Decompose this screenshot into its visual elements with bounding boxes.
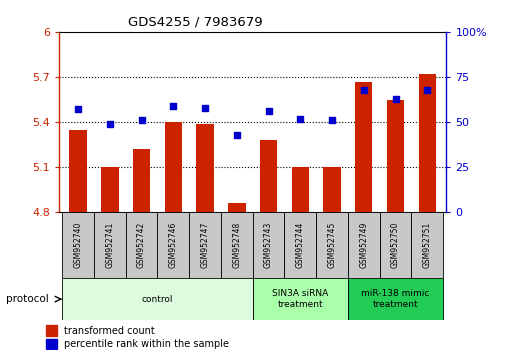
Bar xyxy=(419,74,436,212)
Point xyxy=(169,103,177,109)
Bar xyxy=(291,167,309,212)
Bar xyxy=(348,212,380,278)
Bar xyxy=(133,149,150,212)
Bar xyxy=(253,278,348,320)
Point xyxy=(328,118,336,123)
Point xyxy=(106,121,114,127)
Text: protocol: protocol xyxy=(6,294,49,304)
Bar xyxy=(253,212,284,278)
Text: GSM952749: GSM952749 xyxy=(359,222,368,268)
Bar xyxy=(101,167,119,212)
Text: percentile rank within the sample: percentile rank within the sample xyxy=(64,339,229,349)
Point xyxy=(360,87,368,92)
Text: GSM952746: GSM952746 xyxy=(169,222,178,268)
Point xyxy=(137,118,146,123)
Point xyxy=(296,116,304,121)
Text: GSM952751: GSM952751 xyxy=(423,222,432,268)
Text: GDS4255 / 7983679: GDS4255 / 7983679 xyxy=(128,16,262,29)
Text: GSM952741: GSM952741 xyxy=(105,222,114,268)
Text: GSM952747: GSM952747 xyxy=(201,222,209,268)
Bar xyxy=(260,140,277,212)
Bar xyxy=(46,325,57,336)
Text: GSM952750: GSM952750 xyxy=(391,222,400,268)
Bar xyxy=(157,212,189,278)
Point xyxy=(74,107,82,112)
Bar xyxy=(46,338,57,349)
Bar xyxy=(387,99,404,212)
Text: GSM952745: GSM952745 xyxy=(327,222,337,268)
Bar xyxy=(62,212,94,278)
Bar xyxy=(348,278,443,320)
Point xyxy=(264,108,272,114)
Bar xyxy=(69,130,87,212)
Text: GSM952744: GSM952744 xyxy=(296,222,305,268)
Text: SIN3A siRNA
treatment: SIN3A siRNA treatment xyxy=(272,290,328,309)
Bar xyxy=(126,212,157,278)
Bar xyxy=(228,203,246,212)
Text: GSM952748: GSM952748 xyxy=(232,222,241,268)
Bar xyxy=(62,278,253,320)
Text: GSM952740: GSM952740 xyxy=(73,222,83,268)
Bar xyxy=(355,81,372,212)
Point xyxy=(391,96,400,102)
Point xyxy=(201,105,209,110)
Point xyxy=(233,132,241,138)
Bar xyxy=(165,122,182,212)
Bar xyxy=(196,124,214,212)
Bar xyxy=(323,167,341,212)
Point xyxy=(423,87,431,92)
Text: control: control xyxy=(142,295,173,304)
Bar xyxy=(380,212,411,278)
Bar xyxy=(221,212,253,278)
Bar xyxy=(316,212,348,278)
Bar xyxy=(94,212,126,278)
Text: miR-138 mimic
treatment: miR-138 mimic treatment xyxy=(361,290,430,309)
Text: transformed count: transformed count xyxy=(64,326,154,336)
Text: GSM952742: GSM952742 xyxy=(137,222,146,268)
Bar xyxy=(189,212,221,278)
Bar xyxy=(284,212,316,278)
Text: GSM952743: GSM952743 xyxy=(264,222,273,268)
Bar xyxy=(411,212,443,278)
